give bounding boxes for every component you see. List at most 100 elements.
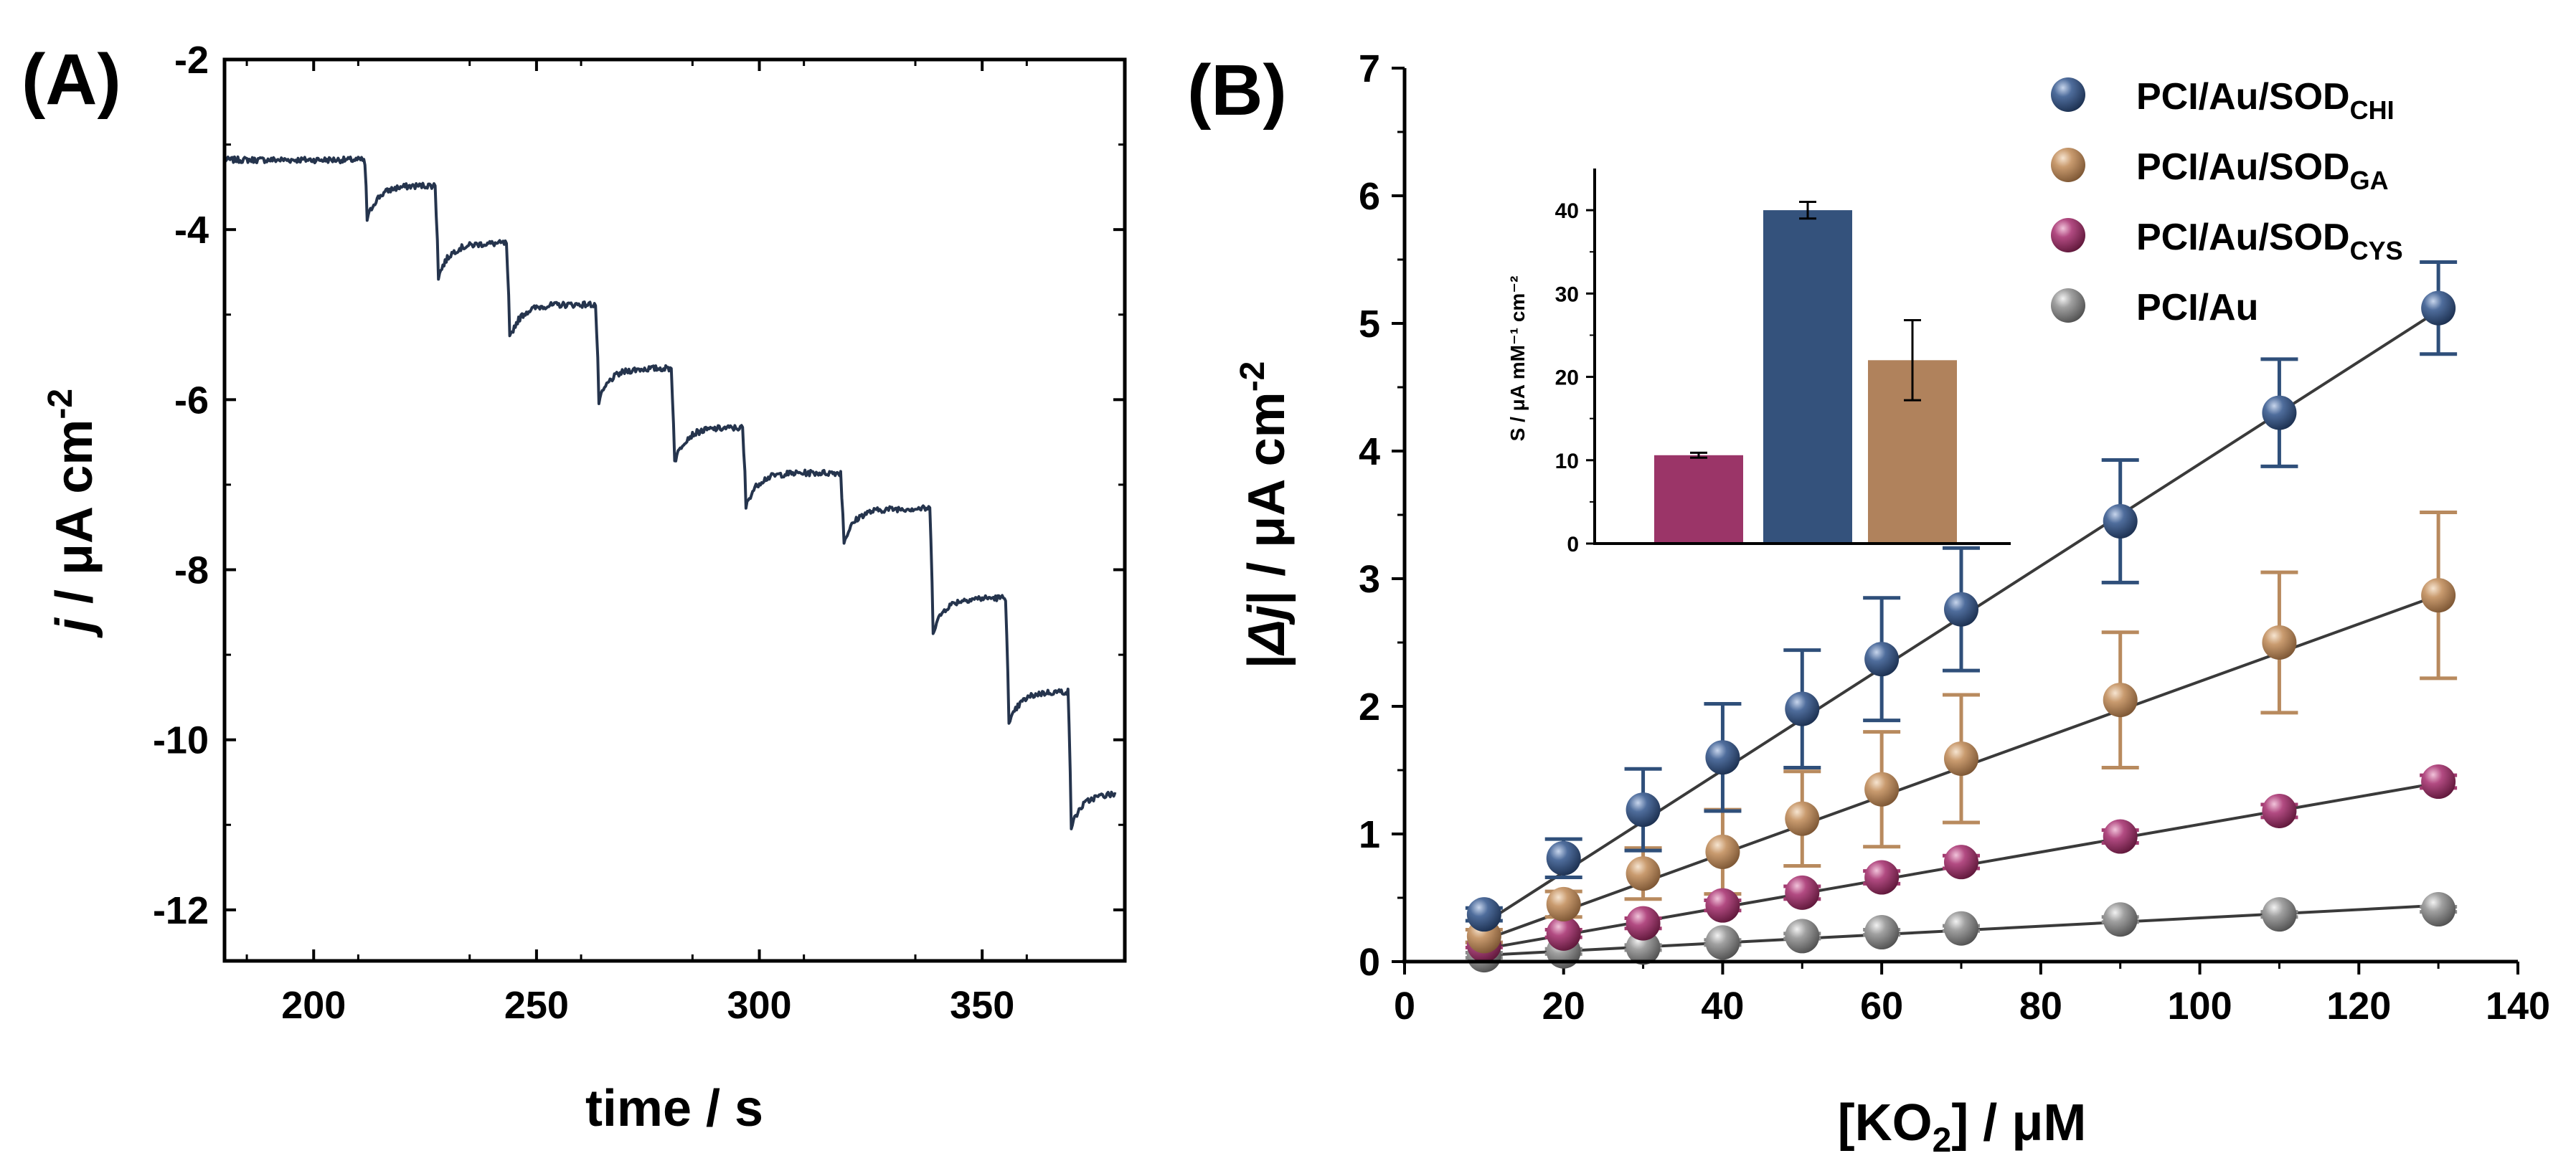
legend-label-chi: PCI/Au/SODCHI <box>2136 76 2395 125</box>
x-tick-label: 120 <box>2326 985 2391 1028</box>
x-tick-label: 40 <box>1701 985 1744 1028</box>
x-tick-label: 0 <box>1394 985 1415 1028</box>
data-point-chi <box>1546 840 1581 876</box>
legend-label-main: PCI/Au/SOD <box>2136 146 2350 188</box>
y-tick-label: 2 <box>1359 686 1380 729</box>
data-point-cys <box>1944 845 1978 880</box>
data-point-ga <box>1705 834 1740 869</box>
panel-b-x-axis-tail: ] / μM <box>1951 1094 2086 1152</box>
y-tick-label: -2 <box>174 39 209 82</box>
panel-b-y-axis-pre: | <box>1238 654 1296 668</box>
panel-b-x-axis-title: [KO2] / μM <box>1838 1094 2087 1160</box>
panel-b-data-points <box>1466 290 2456 973</box>
data-point-chi <box>1705 740 1740 775</box>
inset-bar-chart: 0 10 20 30 40 S / μA mM⁻¹ cm⁻² <box>1506 169 2011 556</box>
panel-a-tick-labels: 200 250 300 350 -2 -4 -6 -8 -10 -12 <box>153 39 1014 1027</box>
y-tick-label: -8 <box>174 549 209 592</box>
data-point-chi <box>1626 792 1661 828</box>
data-point-chi <box>1466 897 1501 932</box>
panel-a-y-axis-exponent: -2 <box>42 389 80 419</box>
inset-y-axis-title: S / μA mM⁻¹ cm⁻² <box>1506 276 1529 442</box>
y-tick-label: 0 <box>1359 941 1380 984</box>
data-point-ga <box>1785 801 1820 836</box>
panel-b-x-axis-main: [KO <box>1838 1094 1933 1152</box>
inset-bar-cys <box>1654 455 1743 544</box>
x-tick-label: 250 <box>504 984 569 1027</box>
inset-bars <box>1654 210 1957 544</box>
x-tick-label: 60 <box>1860 985 1903 1028</box>
data-point-cys <box>1785 875 1820 910</box>
x-tick-label: 20 <box>1542 985 1585 1028</box>
inset-y-tick-label: 30 <box>1555 283 1579 306</box>
data-point-chi <box>2262 395 2297 430</box>
y-tick-label: 6 <box>1359 175 1380 218</box>
data-point-cys <box>1626 906 1661 941</box>
panel-a-chart: 200 250 300 350 -2 -4 -6 -8 -10 -12 time / s j / … <box>42 39 1127 1137</box>
legend-label-sub: CHI <box>2350 95 2395 125</box>
data-point-cys <box>2103 819 2138 854</box>
legend-marker-cys <box>2051 218 2085 252</box>
data-point-cys <box>1546 916 1581 951</box>
data-point-ga <box>2262 625 2297 660</box>
x-tick-label: 200 <box>281 984 346 1027</box>
data-point-ga <box>1546 886 1581 921</box>
data-point-au <box>2421 892 2456 927</box>
data-point-ga <box>1864 772 1900 807</box>
y-tick-label: 7 <box>1359 47 1380 90</box>
data-point-au <box>1785 919 1820 954</box>
data-point-chi <box>1864 642 1900 677</box>
panel-b-legend: PCI/Au/SODCHIPCI/Au/SODGAPCI/Au/SODCYSPC… <box>2051 76 2403 328</box>
legend-label-main: PCI/Au <box>2136 287 2258 328</box>
panel-b-label: (B) <box>1187 50 1287 131</box>
data-point-au <box>1864 915 1900 950</box>
y-tick-label: -4 <box>174 209 209 252</box>
data-point-au <box>2103 902 2138 937</box>
data-point-ga <box>2103 683 2138 718</box>
x-tick-label: 80 <box>2019 985 2062 1028</box>
data-point-au <box>1626 930 1661 965</box>
legend-marker-au <box>2051 288 2085 323</box>
panel-b-x-axis-sub: 2 <box>1933 1122 1952 1160</box>
data-point-chi <box>1944 592 1978 627</box>
y-tick-label: 5 <box>1359 303 1380 346</box>
panel-a-ticks <box>225 58 1125 961</box>
data-point-cys <box>2421 764 2456 800</box>
y-tick-label: 3 <box>1359 558 1380 601</box>
panel-a-y-axis-title: j / μA cm-2 <box>42 389 103 638</box>
panel-b-y-axis-symbol: Δj <box>1238 604 1296 656</box>
legend-label-au: PCI/Au <box>2136 287 2258 328</box>
legend-marker-chi <box>2051 77 2085 112</box>
data-point-chi <box>2421 290 2456 326</box>
inset-error-bars <box>1690 200 1921 459</box>
panel-a-label: (A) <box>22 39 121 120</box>
panel-a-x-axis-title: time / s <box>585 1080 763 1137</box>
legend-label-sub: CYS <box>2350 236 2403 265</box>
legend-marker-ga <box>2051 148 2085 182</box>
panel-a-y-axis-unit: / μA cm <box>46 419 103 618</box>
y-tick-label: 1 <box>1359 813 1380 856</box>
data-point-cys <box>1864 860 1900 895</box>
x-tick-label: 350 <box>950 984 1014 1027</box>
inset-y-tick-label: 40 <box>1555 199 1579 223</box>
legend-label-sub: GA <box>2350 166 2389 195</box>
inset-bar-chi <box>1763 210 1852 544</box>
x-tick-label: 300 <box>727 984 791 1027</box>
inset-y-tick-label: 0 <box>1567 533 1579 556</box>
panel-b-y-axis-unit: | / μA cm <box>1238 392 1296 605</box>
inset-y-tick-label: 20 <box>1555 366 1579 390</box>
panel-b-y-axis-exponent: -2 <box>1234 361 1272 392</box>
y-tick-label: -10 <box>153 719 209 762</box>
legend-label-cys: PCI/Au/SODCYS <box>2136 217 2403 265</box>
panel-a-frame <box>222 57 1127 963</box>
legend-label-ga: PCI/Au/SODGA <box>2136 146 2389 195</box>
data-point-ga <box>1626 856 1661 891</box>
inset-y-tick-label: 10 <box>1555 450 1579 473</box>
data-point-ga <box>2421 578 2456 613</box>
y-tick-label: 4 <box>1359 430 1380 473</box>
data-point-chi <box>1785 691 1820 726</box>
y-tick-label: -12 <box>153 889 209 932</box>
panel-b-y-axis-title: |Δj| / μA cm-2 <box>1234 361 1296 669</box>
panel-a-y-axis-symbol: j <box>46 617 103 638</box>
